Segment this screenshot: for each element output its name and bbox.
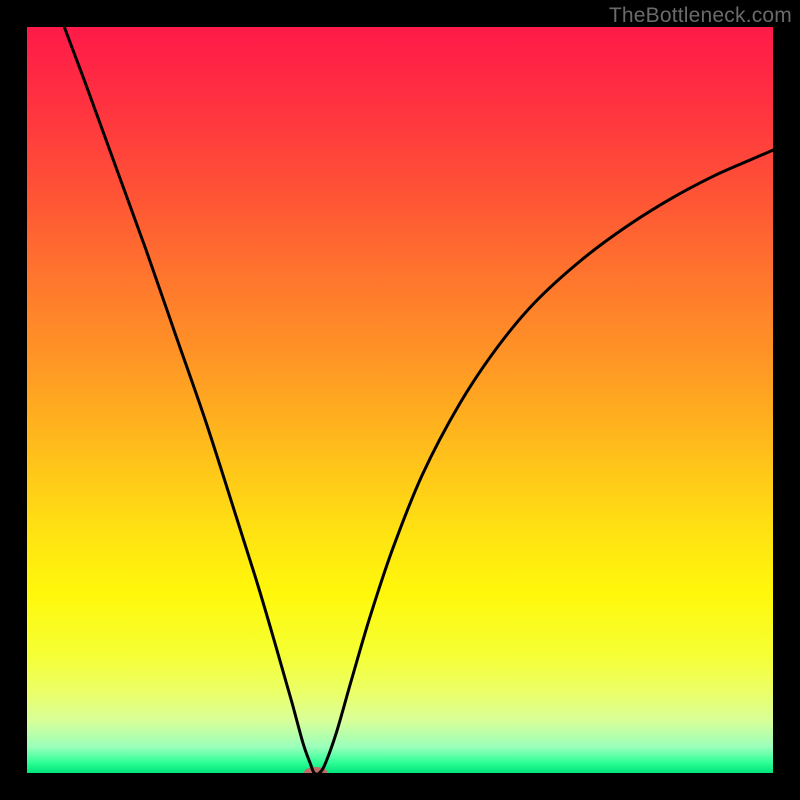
chart-background-gradient [27, 27, 773, 773]
watermark-text: TheBottleneck.com [609, 4, 792, 28]
chart-container: TheBottleneck.com [0, 0, 800, 800]
bottleneck-curve-chart [0, 0, 800, 800]
